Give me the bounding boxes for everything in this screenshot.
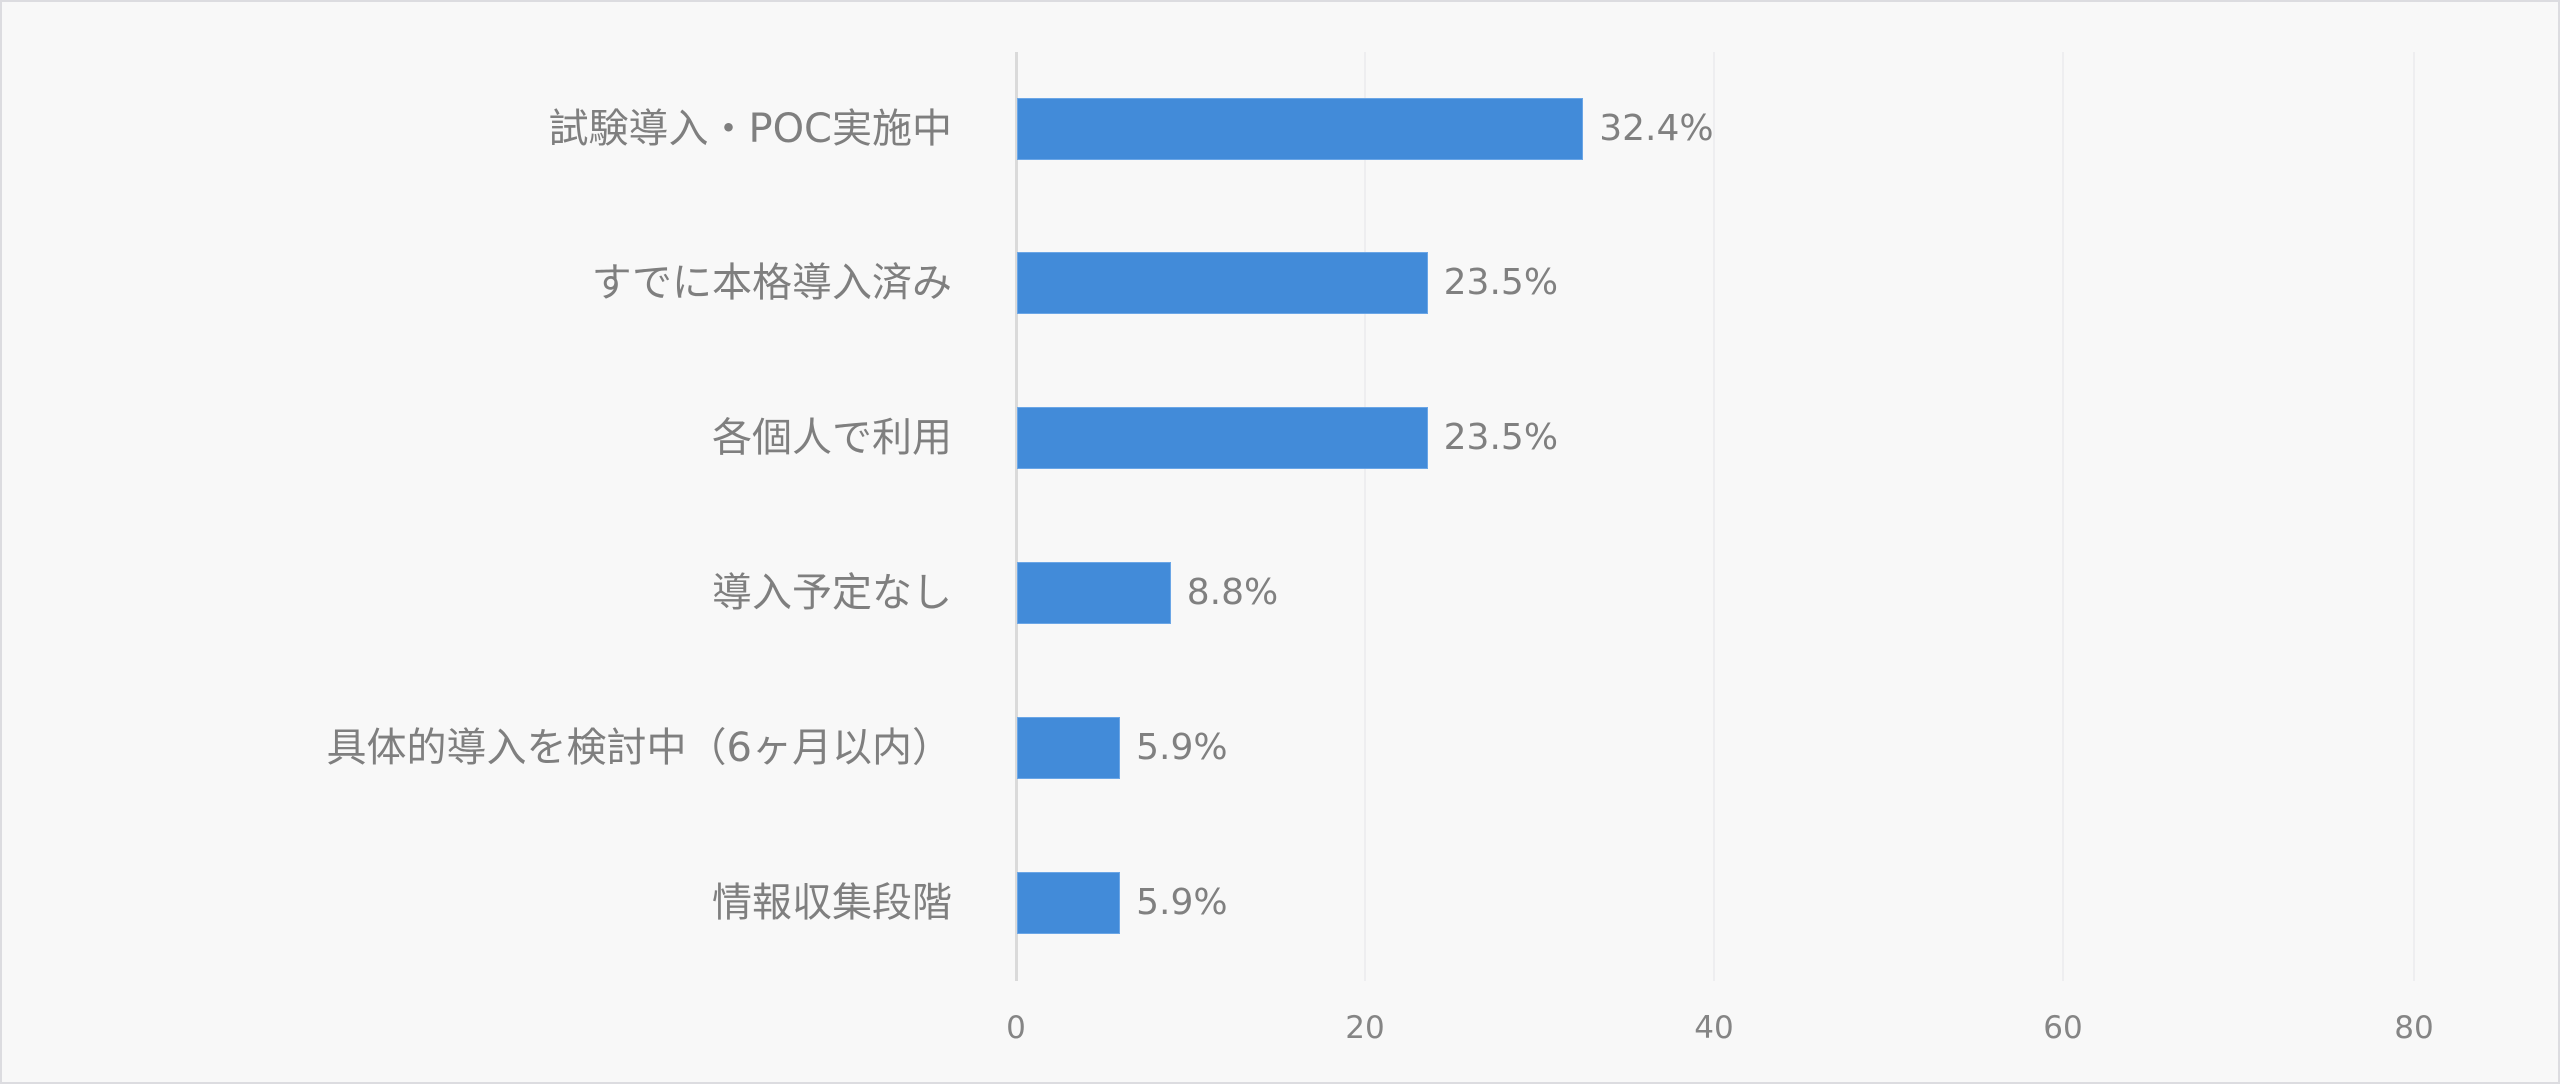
value-label: 5.9% [1136,727,1228,768]
value-label: 8.8% [1186,572,1279,613]
value-label: 32.4% [1599,108,1714,149]
x-tick-label: 0 [1006,1010,1026,1046]
value-label: 5.9% [1136,882,1228,923]
category-label: 試験導入・POC実施中 [548,106,952,152]
gridline-60 [2062,52,2064,981]
bar [1017,252,1428,314]
gridline-20 [1364,52,1366,981]
bar [1017,407,1428,469]
bar [1017,717,1121,779]
category-label: すでに本格導入済み [591,260,952,306]
category-label: 導入予定なし [712,570,952,616]
x-tick-label: 80 [2394,1010,2434,1046]
category-label: 具体的導入を検討中（6ヶ月以内） [326,725,952,771]
value-label: 23.5% [1443,417,1559,458]
bar [1017,872,1121,934]
bar [1017,98,1584,160]
gridline-80 [2413,52,2415,981]
category-label: 情報収集段階 [712,880,952,926]
x-tick-label: 40 [1694,1010,1734,1046]
y-axis-line [1015,52,1018,981]
bar [1017,562,1171,624]
gridline-40 [1713,52,1715,981]
x-tick-label: 60 [2043,1010,2083,1046]
x-tick-label: 20 [1345,1010,1385,1046]
value-label: 23.5% [1443,262,1559,303]
category-label: 各個人で利用 [712,415,952,461]
